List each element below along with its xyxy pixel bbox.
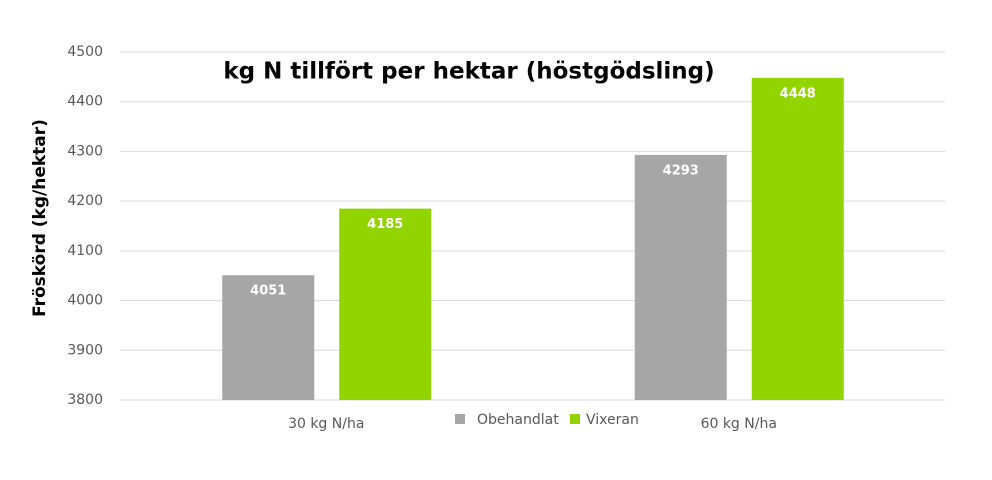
y-tick-label: 4500 [67, 44, 103, 60]
y-axis-label: Fröskörd (kg/hektar) [30, 119, 50, 317]
legend-label: Vixeran [586, 412, 639, 428]
legend-swatch [570, 414, 580, 424]
legend-label: Obehandlat [477, 412, 559, 428]
value-label: 4448 [780, 86, 816, 101]
legend-swatch [455, 414, 465, 424]
y-tick-label: 4100 [67, 243, 103, 259]
y-tick-label: 4200 [67, 193, 103, 209]
value-label: 4051 [250, 284, 286, 299]
bar [634, 154, 727, 400]
x-tick-label: 60 kg N/ha [701, 416, 777, 432]
y-tick-label: 4300 [67, 143, 103, 159]
value-label: 4293 [663, 163, 699, 178]
y-tick-label: 4400 [67, 94, 103, 110]
y-tick-label: 3900 [67, 342, 103, 358]
bar [339, 208, 432, 400]
chart-title: kg N tillfört per hektar (höstgödsling) [223, 59, 714, 85]
x-tick-label: 30 kg N/ha [288, 416, 364, 432]
bar [751, 77, 844, 400]
value-label: 4185 [367, 217, 403, 232]
y-tick-label: 3800 [67, 392, 103, 408]
y-tick-label: 4000 [67, 293, 103, 309]
bar [222, 275, 315, 400]
